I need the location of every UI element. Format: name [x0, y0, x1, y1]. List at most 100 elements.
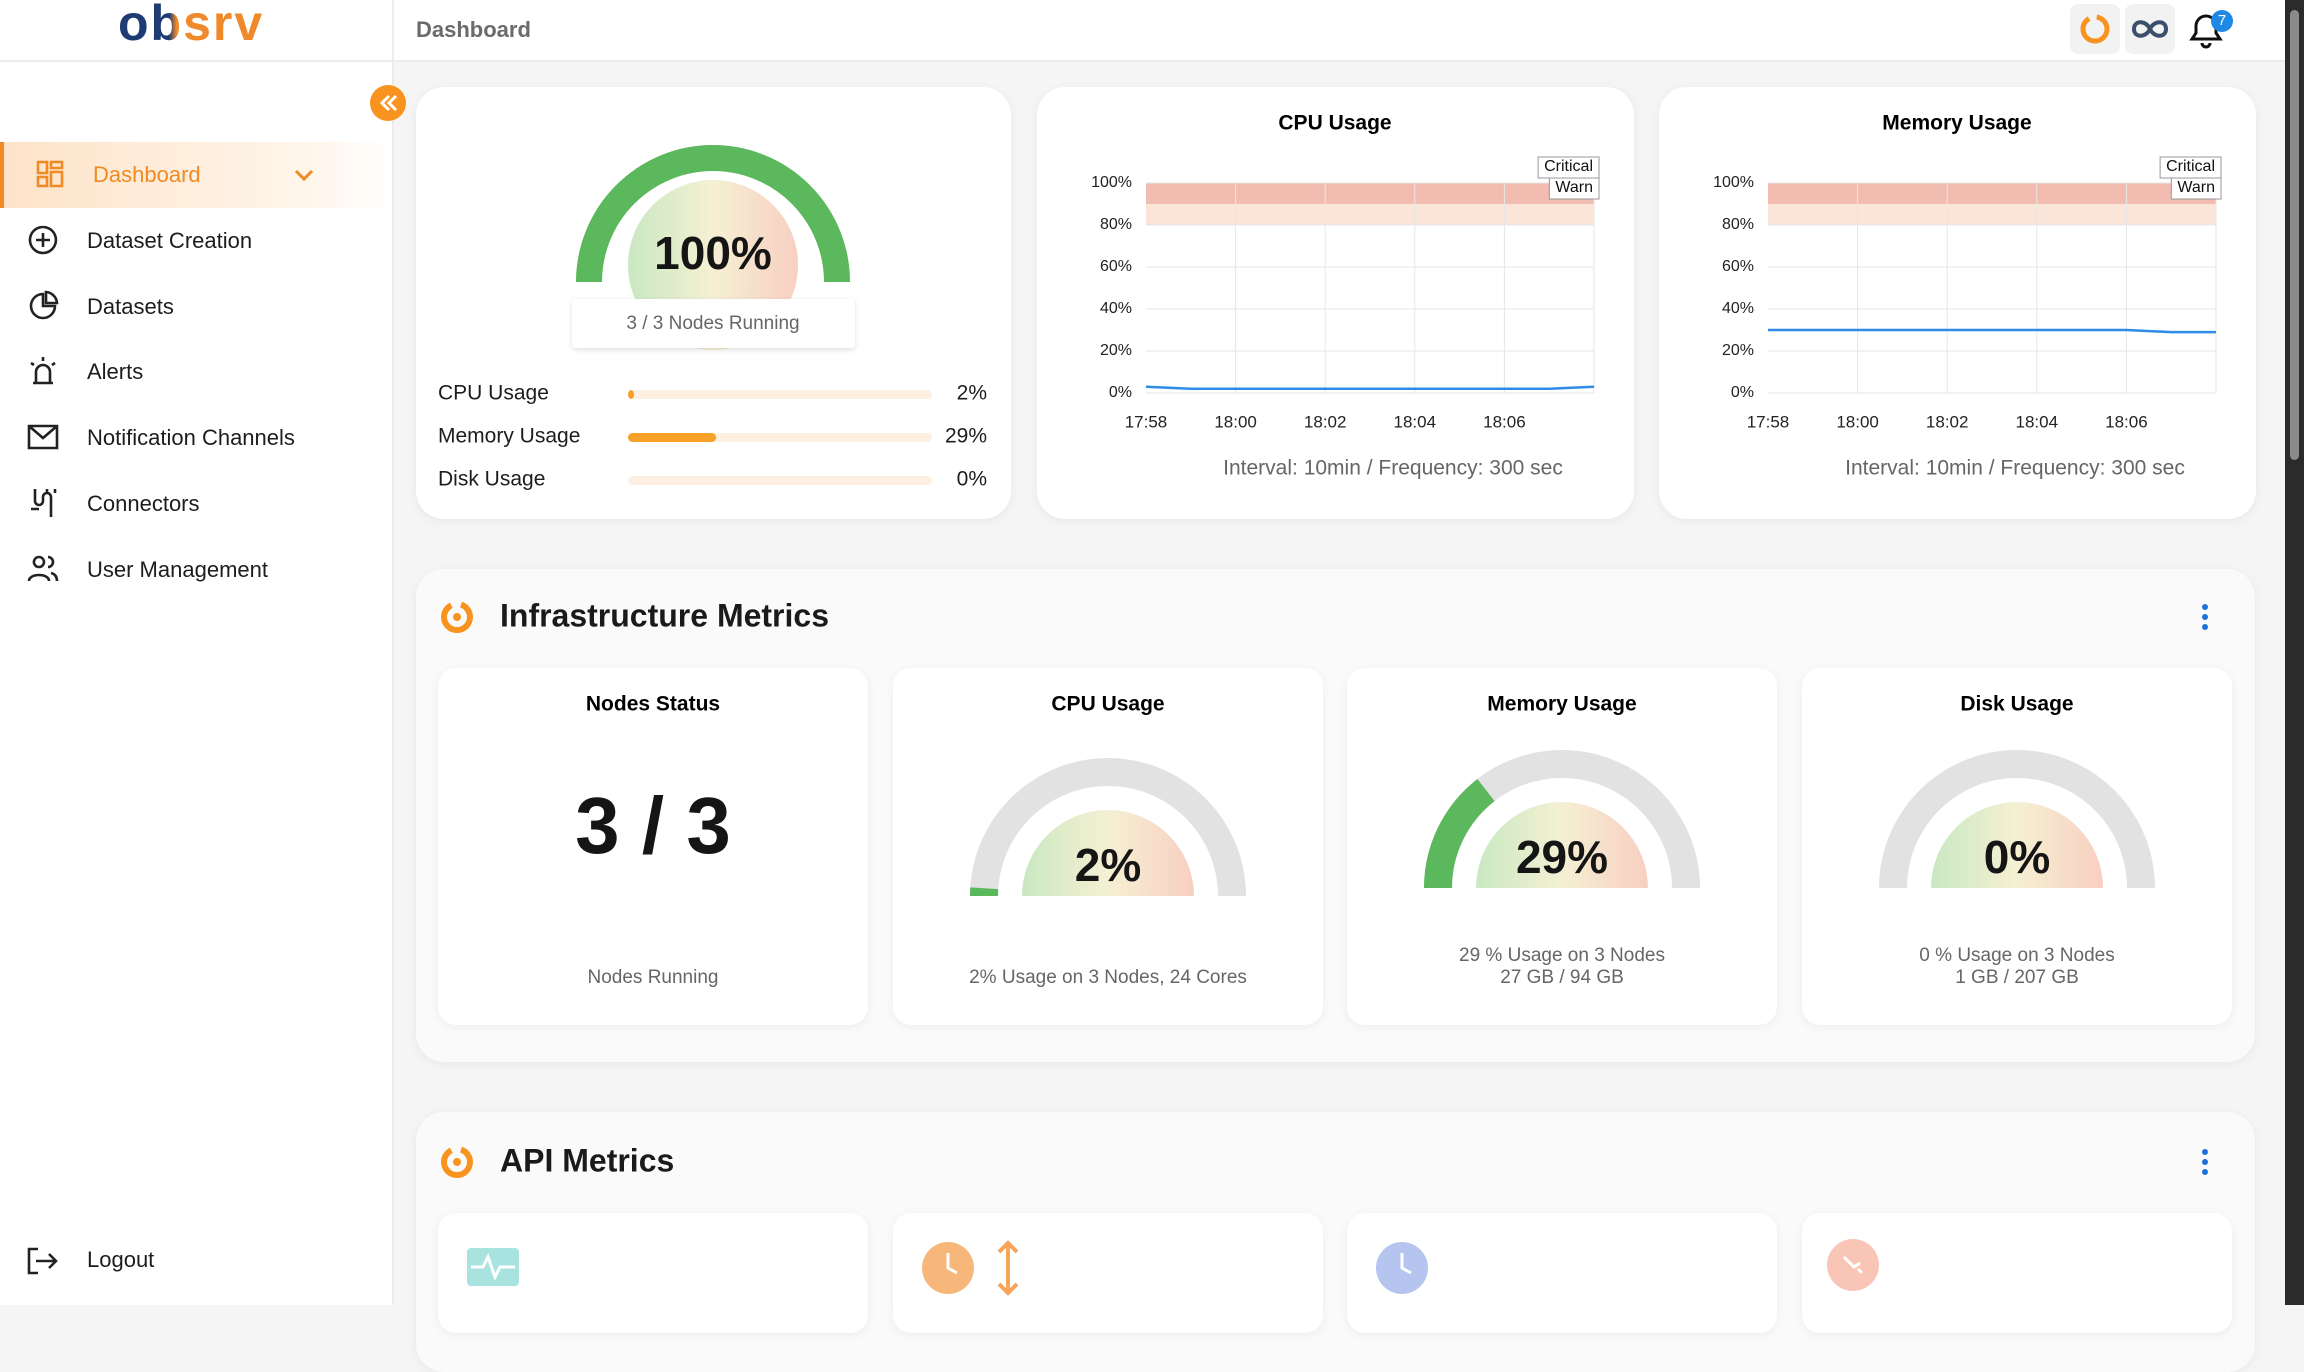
gauge-label: 29%: [1516, 831, 1608, 883]
gauge-caption: 3 / 3 Nodes Running: [626, 313, 799, 334]
menu-icon-path: [29, 557, 57, 581]
notification-count: 7: [2218, 12, 2226, 29]
threshold-legend: Warn: [1549, 178, 1599, 199]
gauge-caption: 29 % Usage on 3 Nodes: [1459, 945, 1665, 966]
grafana-button[interactable]: [2070, 4, 2120, 54]
usage-name: Memory Usage: [438, 425, 580, 448]
section-title: Infrastructure Metrics: [500, 597, 829, 633]
kebab-dot[interactable]: [2202, 1159, 2208, 1165]
section-icon-core: [453, 613, 461, 621]
card-title: Memory Usage: [1487, 693, 1636, 716]
x-tick-label: 18:06: [1483, 412, 1526, 431]
nodes-value: 3 / 3: [575, 781, 731, 870]
section-icon-core: [453, 1158, 461, 1166]
menu-label: Alerts: [87, 342, 143, 402]
card-title: Disk Usage: [1960, 693, 2073, 716]
usage-name: CPU Usage: [438, 382, 549, 405]
menu-label: Dashboard: [93, 142, 201, 208]
kebab-dot[interactable]: [2202, 1169, 2208, 1175]
usage-name: Disk Usage: [438, 468, 545, 491]
menu-item[interactable]: Dataset Creation: [0, 211, 392, 271]
chart-footer: Interval: 10min / Frequency: 300 sec: [1223, 457, 1563, 480]
menu-item[interactable]: Notification Channels: [0, 408, 392, 468]
nodes-card: Nodes Status 3 / 3 Nodes Running: [438, 668, 868, 1025]
logout-icon: [26, 1246, 60, 1276]
divider: [0, 60, 392, 62]
threshold-band: [1768, 183, 2216, 204]
usage-label: 0%: [957, 468, 987, 491]
menu-label: Datasets: [87, 277, 174, 337]
brand-name: obsrv: [118, 0, 264, 51]
menu-icon-path: [31, 489, 55, 517]
collapse-button[interactable]: [369, 84, 407, 122]
scroll-thumb[interactable]: [2290, 10, 2299, 460]
menu-icon: [27, 224, 61, 258]
y-tick-label: 60%: [1100, 258, 1132, 275]
nodes-svg: Nodes Status 3 / 3 Nodes Running: [438, 668, 868, 1025]
api-card: [893, 1213, 1323, 1333]
menu-icon-path: [38, 162, 62, 186]
logout-label: Logout: [87, 1230, 154, 1290]
threshold-band: [1146, 183, 1594, 204]
brand-logo: obsrv: [110, 0, 290, 60]
menu-chevron: [292, 163, 316, 187]
kebab-dot[interactable]: [2202, 604, 2208, 610]
kebab-dot[interactable]: [2202, 614, 2208, 620]
menu-icon: [27, 487, 61, 521]
y-tick-label: 0%: [1109, 384, 1132, 401]
gauge-caption: 0 % Usage on 3 Nodes: [1919, 945, 2114, 966]
api-card: [438, 1213, 868, 1333]
menu-item[interactable]: User Management: [0, 540, 392, 600]
chevron-path: [296, 171, 312, 179]
usage-label: 2%: [957, 382, 987, 405]
y-tick-label: 80%: [1100, 216, 1132, 233]
line: [1768, 330, 2216, 332]
nodes-caption: Nodes Running: [588, 967, 719, 988]
x-tick-label: 18:04: [1394, 412, 1437, 431]
threshold-band: [1768, 204, 2216, 225]
logout[interactable]: Logout: [0, 1230, 392, 1290]
menu-label: User Management: [87, 540, 268, 600]
threshold-name: Warn: [1555, 179, 1593, 196]
line: [1146, 387, 1594, 389]
menu-item[interactable]: Alerts: [0, 342, 392, 402]
x-tick-label: 18:00: [1836, 412, 1879, 431]
menu-item[interactable]: Datasets: [0, 277, 392, 337]
threshold-legend: Critical: [2160, 157, 2221, 178]
api-icons: [1802, 1213, 2232, 1305]
menu-label: Dataset Creation: [87, 211, 252, 271]
usage-track: [628, 390, 932, 399]
x-tick-label: 18:04: [2016, 412, 2059, 431]
menu-item[interactable]: Connectors: [0, 474, 392, 534]
section-title: API Metrics: [500, 1142, 674, 1178]
header-icons: 7: [2070, 2, 2270, 58]
y-tick-label: 60%: [1722, 258, 1754, 275]
card-title: Nodes Status: [586, 693, 720, 716]
x-tick-label: 17:58: [1125, 412, 1168, 431]
gauge-label: 2%: [1075, 839, 1141, 891]
y-tick-label: 100%: [1713, 174, 1754, 191]
menu-icon: [34, 158, 68, 192]
section-header: API Metrics: [416, 1132, 2255, 1192]
menu-label: Connectors: [87, 474, 200, 534]
kebab-dot[interactable]: [2202, 624, 2208, 630]
x-tick-label: 18:02: [1926, 412, 1969, 431]
y-tick-label: 40%: [1722, 300, 1754, 317]
api-card: [1802, 1213, 2232, 1333]
page-title: Dashboard: [416, 0, 531, 60]
gauge-caption: 27 GB / 94 GB: [1500, 967, 1624, 988]
menu-icon-path: [29, 426, 57, 448]
usage-bar: [628, 390, 634, 399]
kebab-dot[interactable]: [2202, 1149, 2208, 1155]
menu-item[interactable]: Dashboard: [0, 142, 392, 208]
